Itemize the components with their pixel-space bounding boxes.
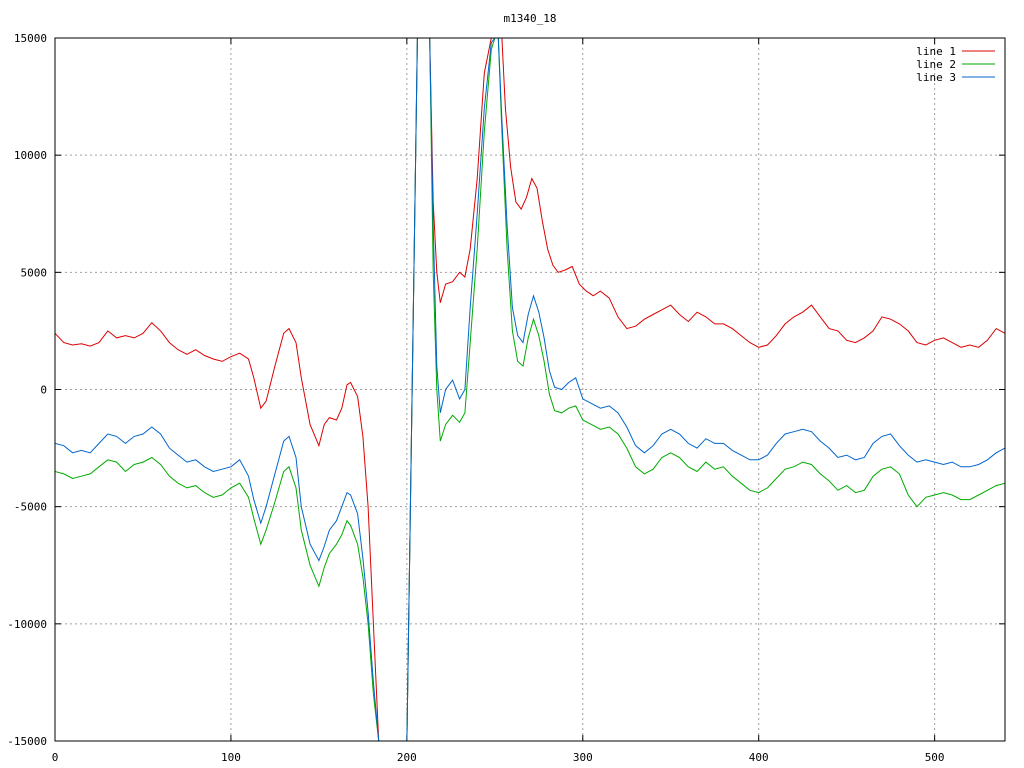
y-tick-label: 10000 [14, 149, 47, 162]
legend-label-3: line 3 [916, 71, 956, 84]
x-tick-label: 0 [52, 751, 59, 764]
chart-title: m1340_18 [504, 12, 557, 25]
series-line-1 [55, 38, 1005, 741]
axes: 0 100 200 300 400 500 -15000 -10000 -5000 0 5000 10… [7, 32, 1005, 764]
gridlines [55, 38, 1005, 741]
y-tick-label: -5000 [14, 501, 47, 514]
series-line-3 [55, 38, 1005, 741]
legend-label-1: line 1 [916, 45, 956, 58]
x-tick-label: 300 [573, 751, 593, 764]
series-line-2 [55, 38, 1005, 741]
x-tick-label: 500 [925, 751, 945, 764]
data-series [55, 38, 1005, 741]
y-tick-label: -10000 [7, 618, 47, 631]
plot-frame [54, 37, 1006, 742]
x-tick-label: 400 [749, 751, 769, 764]
y-tick-label: 15000 [14, 32, 47, 45]
y-tick-label: -15000 [7, 735, 47, 748]
x-tick-label: 100 [221, 751, 241, 764]
legend-label-2: line 2 [916, 58, 956, 71]
y-tick-label: 5000 [21, 266, 48, 279]
x-tick-label: 200 [397, 751, 417, 764]
y-tick-label: 0 [40, 384, 47, 397]
